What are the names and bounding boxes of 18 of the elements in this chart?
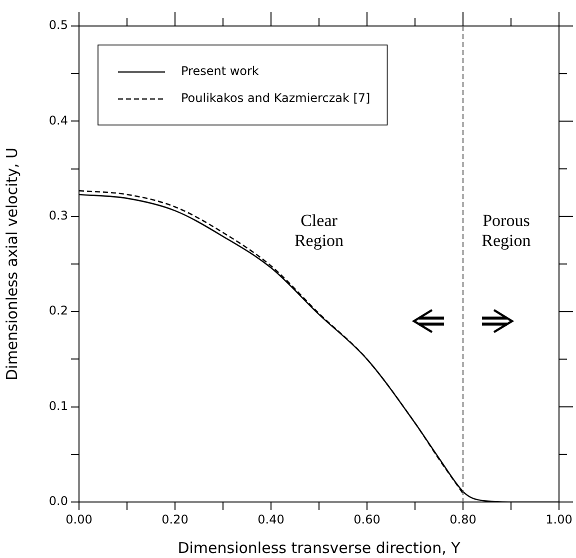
legend-label: Present work xyxy=(181,64,259,78)
legend-label: Poulikakos and Kazmierczak [7] xyxy=(181,91,370,106)
y-tick-label: 0.0 xyxy=(48,494,68,508)
y-tick-label: 0.1 xyxy=(48,398,68,413)
x-tick-label: 0.20 xyxy=(162,512,188,526)
y-tick-label: 0.5 xyxy=(48,18,68,32)
annotation: Porous Region xyxy=(482,210,532,250)
y-tick-label: 0.2 xyxy=(48,304,68,318)
x-axis-title: Dimensionless transverse direction, Y xyxy=(178,538,462,557)
x-tick-label: 0.00 xyxy=(66,512,92,526)
annotation: Clear Region xyxy=(294,210,344,250)
x-tick-label: 0.40 xyxy=(258,512,284,526)
x-tick-label: 0.60 xyxy=(354,512,380,526)
y-axis-title: Dimensionless axial velocity, U xyxy=(2,147,21,381)
y-tick-label: 0.4 xyxy=(48,113,68,128)
x-tick-label: 0.80 xyxy=(450,512,476,526)
y-tick-label: 0.3 xyxy=(48,208,68,223)
x-tick-label: 1.00 xyxy=(546,512,572,526)
